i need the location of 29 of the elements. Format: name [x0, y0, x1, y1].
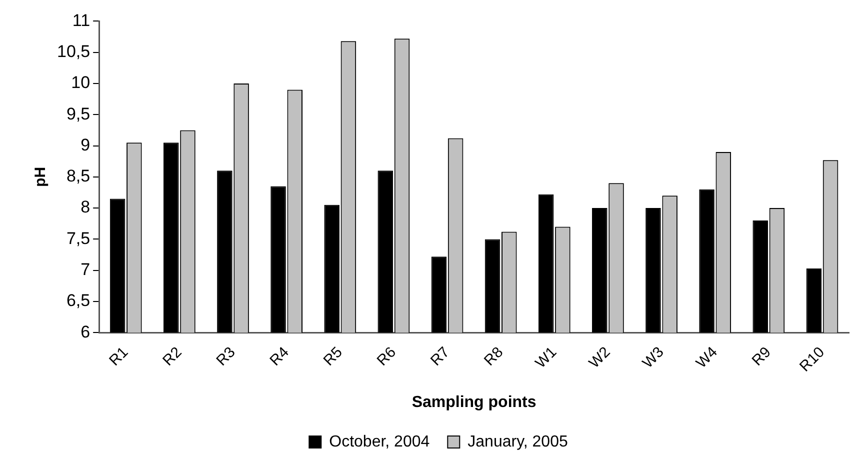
x-tick-label: W3: [639, 344, 668, 372]
y-tick-label: 11: [72, 10, 90, 30]
y-tick-label: 7,5: [66, 228, 90, 248]
x-tick-label: R2: [160, 344, 186, 370]
x-tick-label: W1: [532, 344, 560, 372]
x-tick-label: R7: [427, 344, 454, 370]
y-axis-title: pH: [32, 166, 50, 187]
legend-label: January, 2005: [468, 433, 568, 450]
x-tick-label: R3: [213, 344, 239, 370]
y-tick-label: 9: [80, 135, 90, 154]
x-tick-label: W4: [692, 344, 721, 372]
x-tick-label: R9: [748, 344, 774, 370]
x-axis-title: Sampling points: [412, 394, 536, 411]
y-tick-label: 6,5: [66, 291, 90, 310]
y-tick-label: 7: [80, 260, 90, 280]
x-tick-label: R4: [266, 344, 292, 370]
y-tick-label: 10: [71, 73, 90, 92]
y-tick-label: 8: [80, 198, 90, 217]
y-tick-label: 8,5: [66, 166, 90, 186]
y-tick-label: 10,5: [56, 42, 90, 62]
x-tick-label: R6: [374, 344, 400, 370]
legend-label: October, 2004: [329, 433, 430, 450]
x-tick-label: W2: [586, 344, 614, 372]
x-tick-label: R1: [106, 344, 132, 370]
x-tick-label: R8: [480, 344, 507, 370]
x-tick-label: R10: [796, 344, 828, 376]
x-tick-label: R5: [320, 344, 346, 370]
y-tick-label: 9,5: [66, 104, 90, 124]
y-tick-label: 6: [80, 322, 90, 342]
